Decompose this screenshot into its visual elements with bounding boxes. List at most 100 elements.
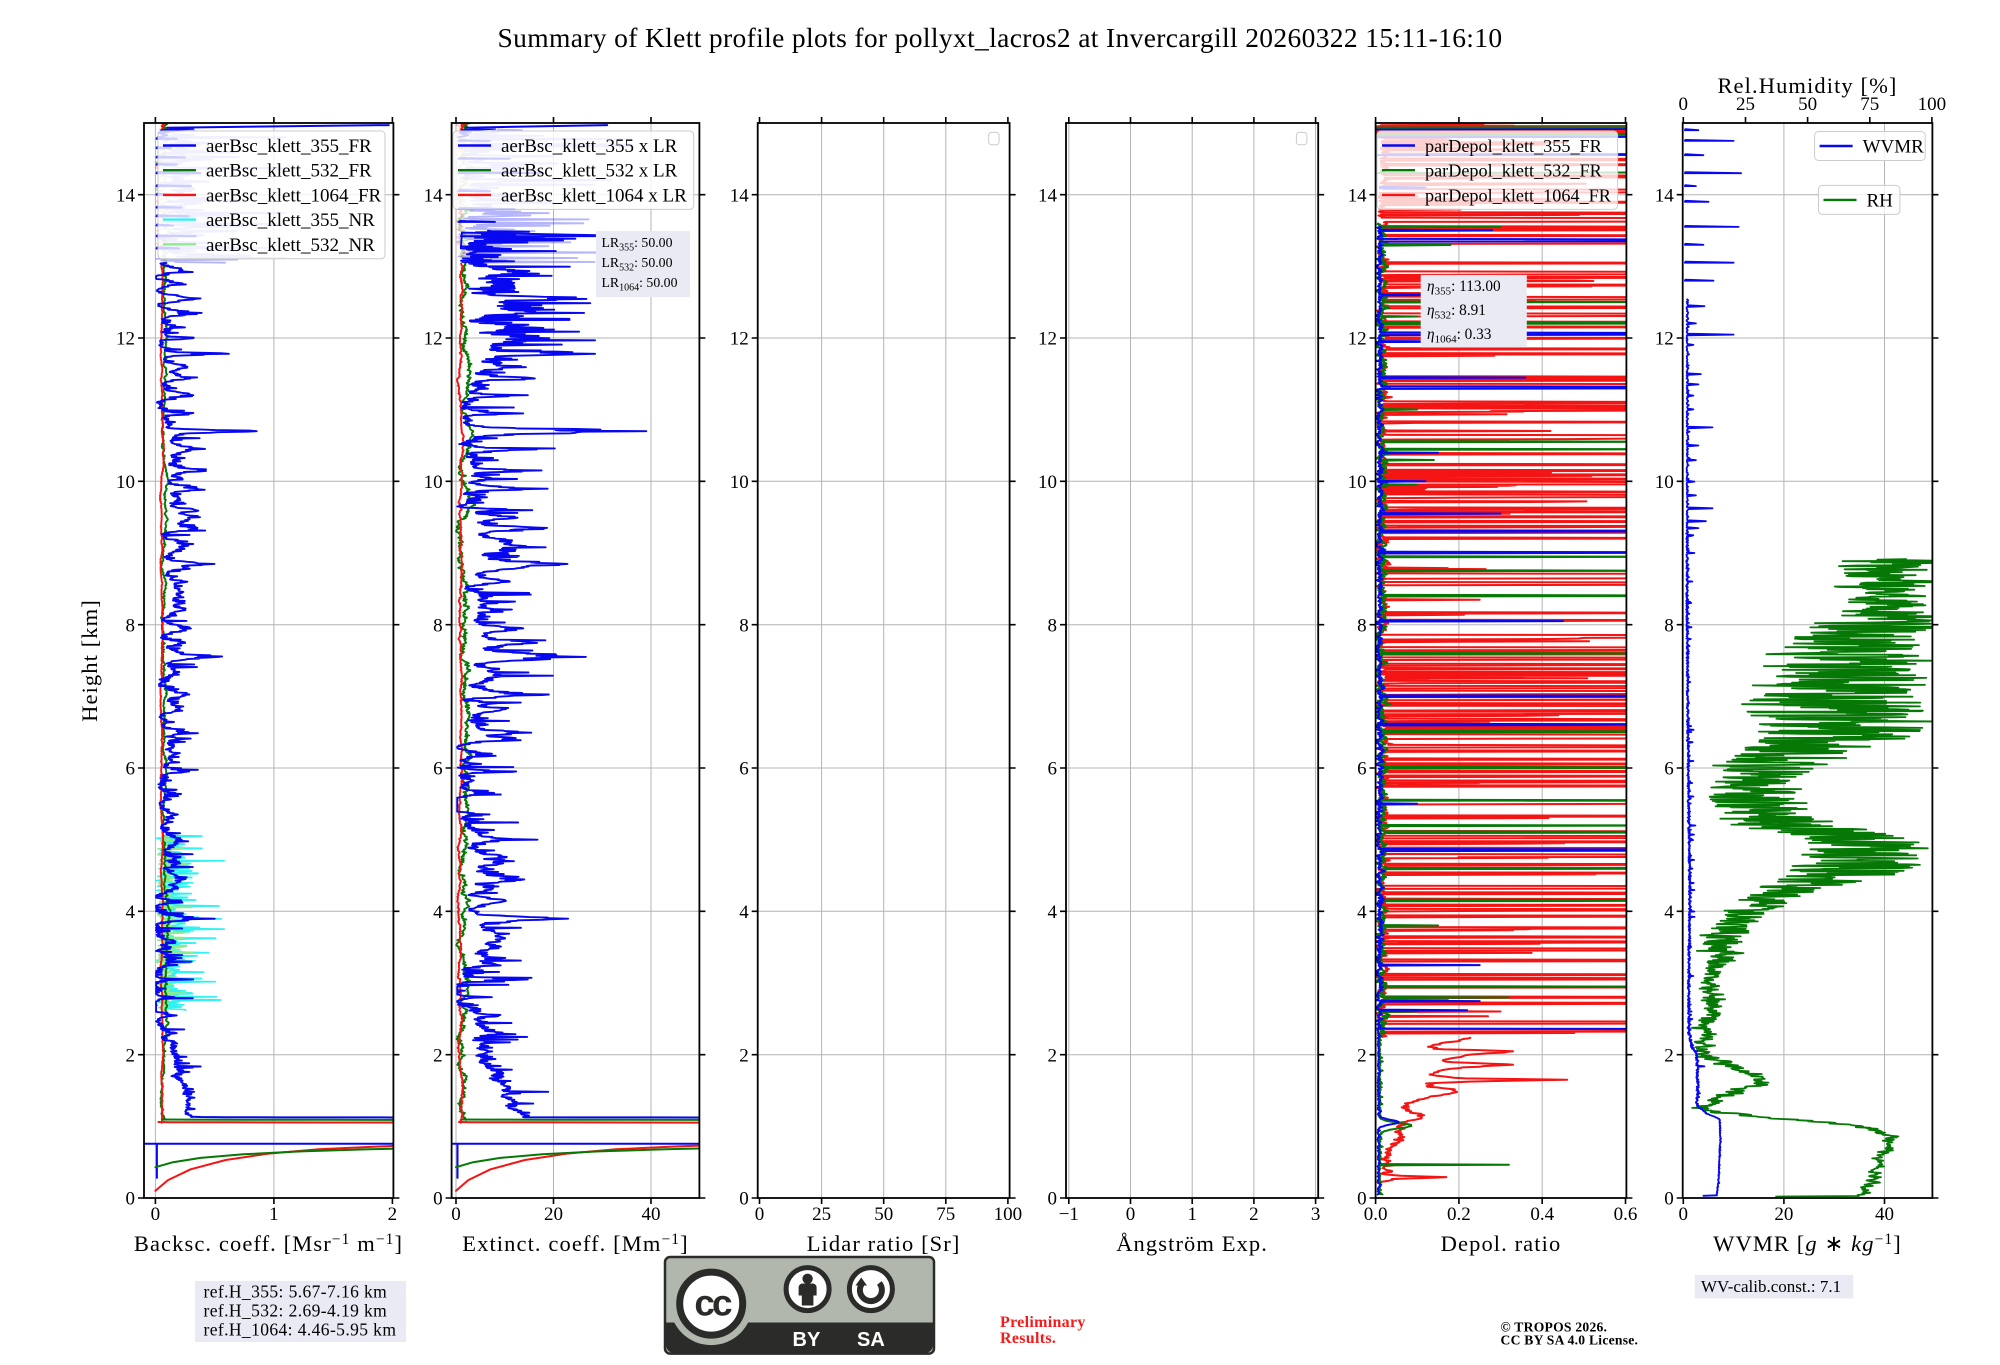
svg-text:2: 2 [1664,1045,1674,1066]
svg-text:parDepol_klett_355_FR: parDepol_klett_355_FR [1425,136,1603,156]
svg-text:0: 0 [739,1189,749,1210]
svg-text:parDepol_klett_532_FR: parDepol_klett_532_FR [1425,161,1603,181]
svg-text:14: 14 [1038,185,1058,206]
svg-text:14: 14 [730,185,750,206]
svg-text:Lidar ratio [Sr]: Lidar ratio [Sr] [807,1231,961,1256]
svg-text:10: 10 [730,472,749,493]
svg-text:0: 0 [151,1204,161,1225]
svg-text:η355: 113.00: η355: 113.00 [1427,278,1501,298]
svg-text:4: 4 [433,902,443,923]
svg-text:−1: −1 [1059,1204,1079,1225]
svg-text:10: 10 [116,472,135,493]
svg-text:2: 2 [433,1045,443,1066]
svg-text:Preliminary: Preliminary [1000,1314,1086,1331]
svg-text:4: 4 [1357,902,1367,923]
svg-text:6: 6 [1357,759,1367,780]
svg-text:parDepol_klett_1064_FR: parDepol_klett_1064_FR [1425,185,1612,205]
svg-text:BY: BY [793,1329,821,1351]
svg-text:10: 10 [1655,472,1674,493]
svg-text:0: 0 [755,1204,765,1225]
svg-text:Results.: Results. [1000,1330,1056,1347]
svg-text:75: 75 [936,1204,955,1225]
svg-text:8: 8 [739,615,749,636]
svg-text:12: 12 [730,329,749,350]
svg-text:12: 12 [116,329,135,350]
svg-text:2: 2 [388,1204,398,1225]
svg-text:40: 40 [1875,1204,1894,1225]
svg-text:0.4: 0.4 [1530,1204,1554,1225]
svg-text:CC BY SA 4.0 License.: CC BY SA 4.0 License. [1501,1333,1639,1348]
svg-text:14: 14 [116,185,136,206]
svg-text:0: 0 [1679,94,1689,115]
svg-text:14: 14 [1348,185,1368,206]
svg-text:0: 0 [1357,1189,1367,1210]
svg-text:0.2: 0.2 [1447,1204,1471,1225]
svg-text:Ångström Exp.: Ångström Exp. [1116,1231,1268,1256]
svg-text:0: 0 [1126,1204,1136,1225]
svg-text:0: 0 [1664,1189,1674,1210]
svg-text:100: 100 [994,1204,1023,1225]
svg-text:cc: cc [694,1283,732,1324]
svg-text:12: 12 [1038,329,1057,350]
svg-text:Extinct. coeff. [Mm−1]: Extinct. coeff. [Mm−1] [462,1231,688,1256]
svg-text:3: 3 [1311,1204,1321,1225]
svg-text:WV-calib.const.: 7.1: WV-calib.const.: 7.1 [1701,1277,1841,1296]
svg-text:0: 0 [433,1189,443,1210]
svg-text:Rel.Humidity [%]: Rel.Humidity [%] [1717,73,1897,98]
svg-text:0: 0 [451,1204,461,1225]
svg-text:aerBsc_klett_1064 x LR: aerBsc_klett_1064 x LR [501,185,687,206]
svg-text:12: 12 [424,329,443,350]
svg-text:25: 25 [812,1204,831,1225]
svg-text:Height [km]: Height [km] [77,599,102,722]
svg-text:4: 4 [739,902,749,923]
svg-text:WVMR: WVMR [1863,137,1925,158]
svg-text:1: 1 [1187,1204,1197,1225]
svg-text:10: 10 [1348,472,1367,493]
svg-text:aerBsc_klett_355 x LR: aerBsc_klett_355 x LR [501,136,678,157]
svg-text:aerBsc_klett_1064_FR: aerBsc_klett_1064_FR [206,185,382,206]
svg-text:20: 20 [1774,1204,1793,1225]
svg-text:ref.H_355: 5.67-7.16 km: ref.H_355: 5.67-7.16 km [204,1282,388,1302]
svg-text:2: 2 [1048,1045,1058,1066]
svg-text:12: 12 [1348,329,1367,350]
svg-text:2: 2 [1249,1204,1259,1225]
svg-text:6: 6 [1048,759,1058,780]
svg-text:4: 4 [1664,902,1674,923]
svg-text:4: 4 [1048,902,1058,923]
svg-text:0: 0 [1048,1189,1058,1210]
svg-text:ref.H_532: 2.69-4.19 km: ref.H_532: 2.69-4.19 km [204,1301,388,1321]
svg-text:ref.H_1064: 4.46-5.95 km: ref.H_1064: 4.46-5.95 km [204,1320,397,1340]
svg-text:14: 14 [1655,185,1675,206]
svg-text:10: 10 [424,472,443,493]
svg-text:50: 50 [874,1204,893,1225]
svg-text:0: 0 [126,1189,136,1210]
svg-text:1: 1 [269,1204,279,1225]
svg-text:aerBsc_klett_532_NR: aerBsc_klett_532_NR [206,235,375,256]
svg-text:aerBsc_klett_355_NR: aerBsc_klett_355_NR [206,210,375,231]
svg-text:η1064: 0.33: η1064: 0.33 [1427,326,1492,346]
svg-text:8: 8 [433,615,443,636]
svg-text:8: 8 [1048,615,1058,636]
svg-text:6: 6 [1664,759,1674,780]
svg-text:50: 50 [1798,94,1817,115]
svg-text:8: 8 [126,615,136,636]
svg-text:2: 2 [739,1045,749,1066]
svg-text:Backsc. coeff. [Msr−1 m−1]: Backsc. coeff. [Msr−1 m−1] [134,1231,403,1256]
svg-text:Depol. ratio: Depol. ratio [1441,1231,1562,1256]
svg-text:75: 75 [1860,94,1879,115]
svg-text:8: 8 [1664,615,1674,636]
svg-text:6: 6 [433,759,443,780]
svg-text:2: 2 [126,1045,136,1066]
svg-text:25: 25 [1736,94,1755,115]
svg-text:6: 6 [739,759,749,780]
svg-text:WVMR [g ∗ kg−1]: WVMR [g ∗ kg−1] [1713,1231,1902,1256]
svg-text:η532: 8.91: η532: 8.91 [1427,302,1486,322]
svg-text:20: 20 [544,1204,563,1225]
svg-text:0.6: 0.6 [1614,1204,1638,1225]
svg-text:aerBsc_klett_532_FR: aerBsc_klett_532_FR [206,161,372,182]
svg-text:0: 0 [1679,1204,1689,1225]
svg-text:8: 8 [1357,615,1367,636]
svg-text:Summary of Klett profile plots: Summary of Klett profile plots for polly… [498,22,1503,53]
svg-text:SA: SA [857,1329,885,1351]
svg-text:aerBsc_klett_532 x LR: aerBsc_klett_532 x LR [501,161,678,182]
